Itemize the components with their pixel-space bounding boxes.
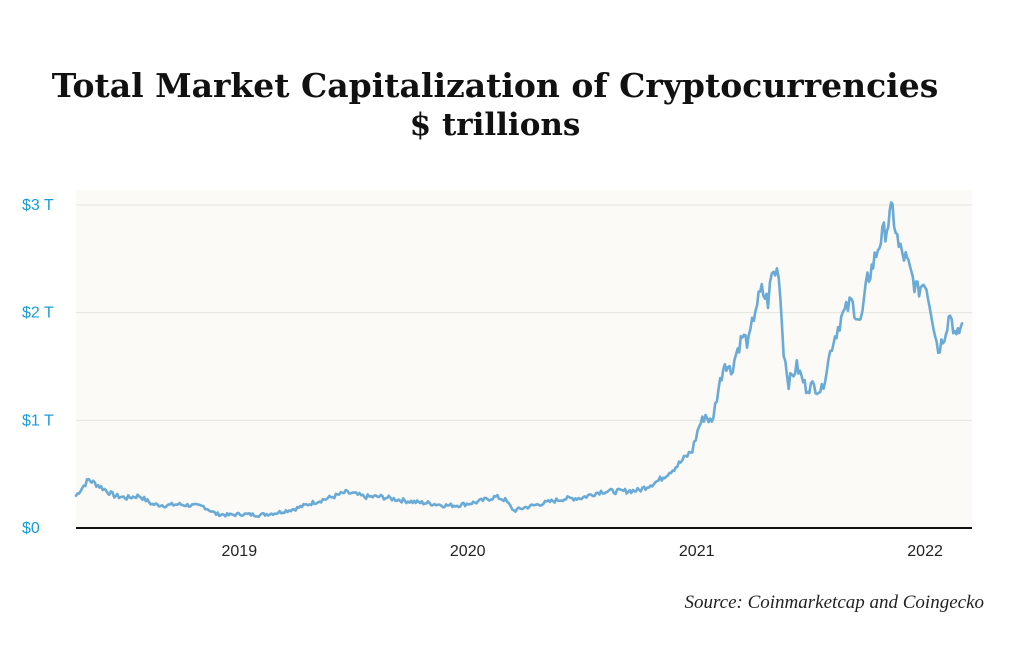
x-tick-label: 2021 [679,543,715,560]
y-tick-label: $2 T [22,305,54,322]
x-tick-label: 2019 [222,543,258,560]
y-tick-labels: $0 $1 T $2 T $3 T [22,197,54,537]
y-tick-label: $0 [22,520,40,537]
source-note: Source: Coinmarketcap and Coingecko [684,592,984,613]
y-tick-label: $3 T [22,197,54,214]
x-tick-label: 2020 [450,543,486,560]
plot-background [76,190,972,528]
chart-subtitle: $ trillions [409,107,581,143]
gridlines [76,204,972,421]
y-tick-label: $1 T [22,412,54,429]
x-tick-labels: 2019 2020 2021 2022 [222,543,943,560]
chart-title: Total Market Capitalization of Cryptocur… [51,66,939,105]
x-tick-label: 2022 [907,543,943,560]
series-line [74,201,964,519]
